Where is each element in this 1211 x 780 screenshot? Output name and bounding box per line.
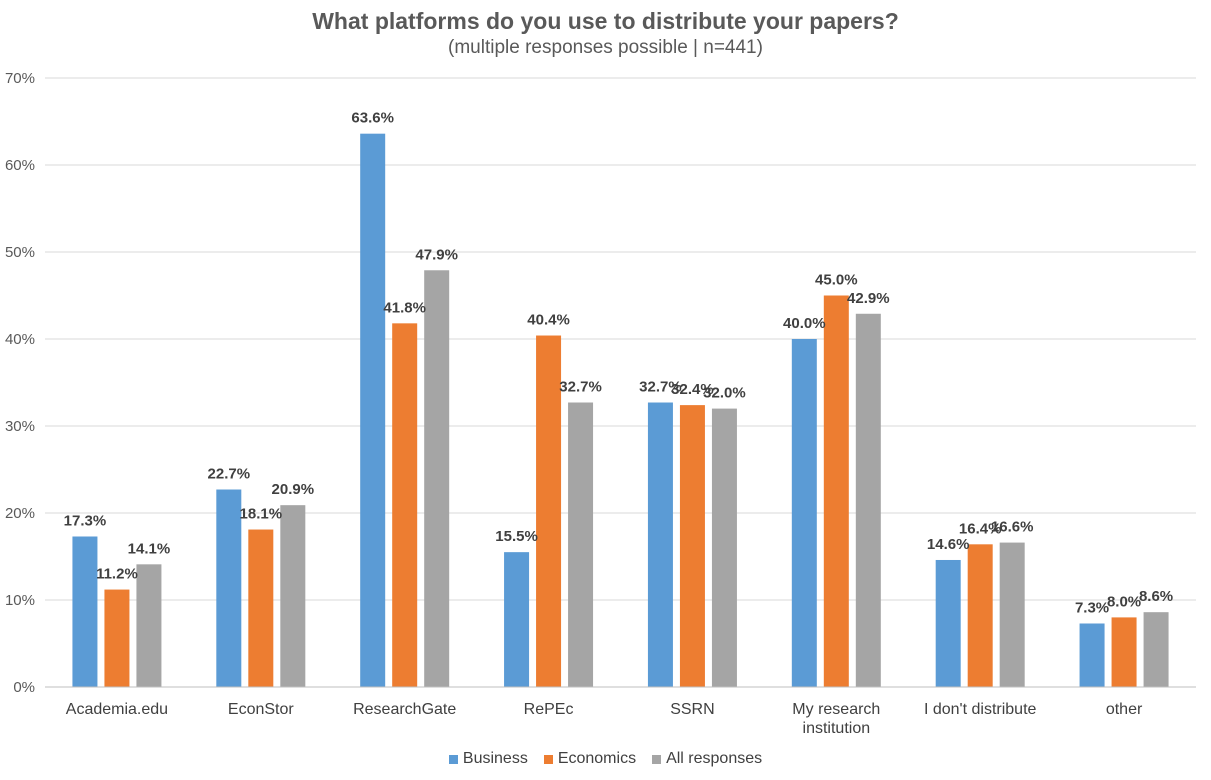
legend-swatch bbox=[543, 754, 553, 764]
bar-economics bbox=[392, 323, 418, 687]
data-label: 63.6% bbox=[351, 110, 394, 127]
data-label: 14.1% bbox=[128, 540, 171, 557]
data-label: 41.8% bbox=[383, 299, 426, 316]
data-label: 17.3% bbox=[64, 512, 107, 529]
bar-business bbox=[1079, 623, 1105, 687]
data-labels: 17.3% 22.7% 63.6% 15.5% 32.7% 40.0% 14.6% 7.3% 1… bbox=[64, 110, 1174, 617]
y-tick-label: 40% bbox=[5, 331, 35, 348]
bar-business bbox=[216, 489, 242, 687]
x-tick-label: I don't distribute bbox=[924, 701, 1037, 718]
bar-business bbox=[647, 402, 673, 687]
bar-business bbox=[360, 133, 386, 687]
y-tick-label: 20% bbox=[5, 505, 35, 522]
data-label: 20.9% bbox=[272, 481, 315, 498]
y-tick-label: 0% bbox=[13, 679, 35, 696]
x-tick-label: Academia.edu bbox=[66, 701, 168, 718]
data-label: 15.5% bbox=[495, 528, 538, 545]
legend-item: Economics bbox=[543, 750, 637, 768]
bar-all-responses bbox=[711, 408, 737, 687]
bar-business bbox=[72, 536, 98, 687]
y-tick-label: 50% bbox=[5, 244, 35, 261]
bar-business bbox=[504, 552, 530, 687]
data-label: 42.9% bbox=[847, 290, 890, 307]
bar-all-responses bbox=[424, 270, 450, 687]
data-label: 32.0% bbox=[703, 385, 746, 402]
data-label: 8.6% bbox=[1139, 588, 1173, 605]
legend-item: Business bbox=[448, 750, 528, 768]
data-label: 32.7% bbox=[639, 379, 682, 396]
data-label: 32.4% bbox=[671, 381, 714, 398]
y-tick-label: 60% bbox=[5, 157, 35, 174]
chart-subtitle: (multiple responses possible | n=441) bbox=[448, 37, 763, 58]
data-label: 14.6% bbox=[927, 536, 970, 553]
x-tick-label: other bbox=[1106, 701, 1143, 718]
data-label: 32.7% bbox=[559, 379, 602, 396]
legend: Business Economics All responses bbox=[0, 750, 1211, 769]
axes: 0% 10% 20% 30% 40% 50% 60% 70% Academia.edu EconS… bbox=[5, 70, 1196, 737]
legend-swatch bbox=[448, 754, 458, 764]
bars bbox=[72, 133, 1169, 687]
bar-all-responses bbox=[1143, 612, 1169, 687]
bar-economics bbox=[104, 589, 130, 687]
data-label: 8.0% bbox=[1107, 593, 1141, 610]
x-tick-label: SSRN bbox=[670, 701, 714, 718]
bar-economics bbox=[1111, 617, 1137, 687]
y-tick-label: 30% bbox=[5, 418, 35, 435]
legend-item: All responses bbox=[652, 750, 762, 768]
data-label: 47.9% bbox=[415, 246, 458, 263]
y-tick-label: 70% bbox=[5, 70, 35, 87]
bar-all-responses bbox=[568, 402, 594, 687]
legend-label: Business bbox=[462, 750, 528, 767]
data-label: 40.4% bbox=[527, 312, 570, 329]
bar-all-responses bbox=[999, 542, 1025, 687]
bar-economics bbox=[536, 335, 562, 687]
bar-business bbox=[935, 559, 961, 687]
x-tick-label: EconStor bbox=[228, 701, 294, 718]
bar-economics bbox=[823, 295, 849, 687]
chart-title: What platforms do you use to distribute … bbox=[312, 8, 899, 34]
bar-chart: 17.3% 22.7% 63.6% 15.5% 32.7% 40.0% 14.6% 7.3% 1… bbox=[5, 70, 1196, 737]
data-label: 11.2% bbox=[96, 566, 138, 583]
y-tick-label: 10% bbox=[5, 592, 35, 609]
bar-all-responses bbox=[136, 564, 162, 687]
bar-economics bbox=[679, 405, 705, 687]
data-label: 16.6% bbox=[991, 519, 1034, 536]
legend-label: Economics bbox=[557, 750, 637, 767]
data-label: 40.0% bbox=[783, 315, 826, 332]
bar-all-responses bbox=[280, 505, 306, 687]
bar-all-responses bbox=[855, 313, 881, 687]
bar-business bbox=[791, 339, 817, 687]
x-tick-label: ResearchGate bbox=[353, 701, 456, 718]
data-label: 16.4% bbox=[959, 520, 1002, 537]
data-label: 22.7% bbox=[208, 466, 251, 483]
x-tick-label: RePEc bbox=[524, 701, 574, 718]
data-label: 45.0% bbox=[815, 272, 858, 289]
bar-economics bbox=[967, 544, 993, 687]
data-label: 7.3% bbox=[1075, 599, 1109, 616]
legend-swatch bbox=[652, 754, 662, 764]
x-tick-label: My research institution bbox=[792, 701, 880, 737]
bar-economics bbox=[248, 529, 274, 687]
legend-label: All responses bbox=[666, 750, 763, 767]
data-label: 18.1% bbox=[240, 506, 283, 523]
